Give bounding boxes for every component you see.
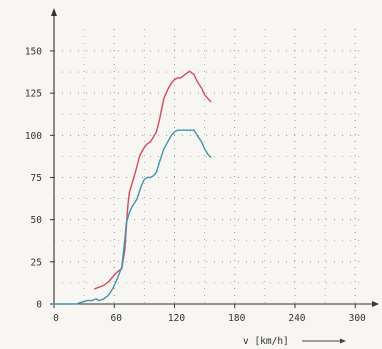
y-tick-label: 25 (31, 257, 42, 268)
x-tick-label: 0 (53, 313, 59, 324)
x-tick-label: 240 (288, 313, 305, 324)
y-tick-label: 75 (31, 173, 42, 184)
y-axis-arrow (51, 8, 57, 16)
x-tick-label: 60 (111, 313, 123, 324)
x-axis-title-arrow (302, 338, 346, 344)
y-tick-label: 100 (25, 131, 42, 142)
x-tick-label: 180 (228, 313, 245, 324)
x-tick-label: 300 (349, 313, 366, 324)
y-tick-label: 50 (31, 215, 43, 226)
y-tick-label: 0 (36, 300, 42, 311)
x-tick-label: 120 (168, 313, 185, 324)
y-tick-label: 150 (25, 46, 42, 57)
series-line-red (93, 70, 212, 290)
tick-labels: 0 25 50 75 100 125 150 0 60 120 180 240 300 (25, 46, 366, 324)
y-tick-label: 125 (25, 89, 42, 100)
x-axis-arrow (372, 301, 379, 307)
series (53, 70, 212, 305)
series-line-blue (53, 129, 212, 305)
x-axis-title: v [km/h] (243, 336, 289, 347)
